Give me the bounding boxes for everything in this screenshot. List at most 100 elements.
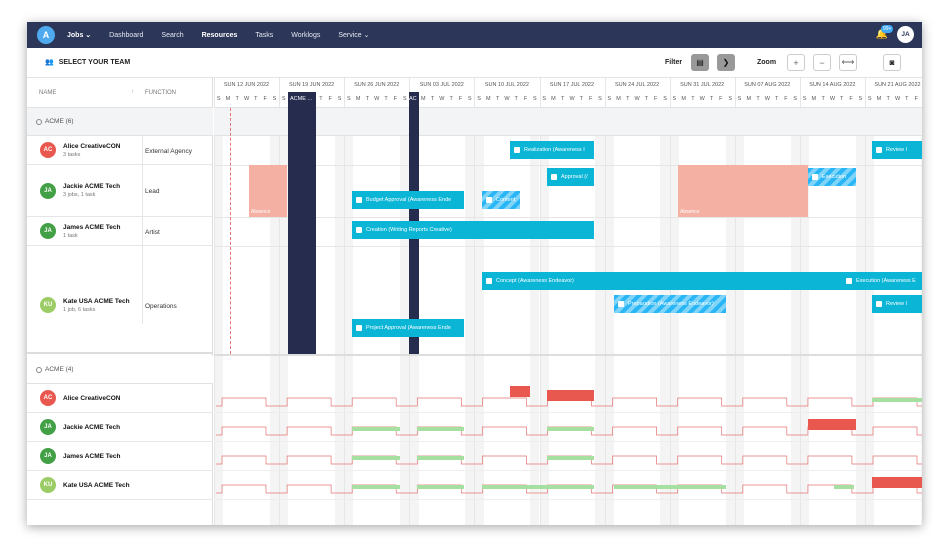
nav-worklogs[interactable]: Worklogs <box>291 31 321 39</box>
resource-function: External Agency <box>145 148 192 155</box>
task-icon <box>356 227 362 233</box>
collapse-icon[interactable] <box>36 366 42 373</box>
week-gridline <box>214 78 215 525</box>
day-letter: M <box>876 96 882 102</box>
capacity-chart: 24h24h24h24h <box>216 386 922 494</box>
contact-card-button[interactable]: ◙ <box>883 54 901 71</box>
capacity-row[interactable]: AC Alice CreativeCON <box>27 384 213 413</box>
task-bar[interactable]: Preparation (Awareness Endeavor) <box>614 295 726 313</box>
notification-bell-icon[interactable]: 🔔 99+ <box>875 24 894 40</box>
task-label: Preparation (Awareness Endeavor) <box>628 301 714 307</box>
weekend-column <box>279 108 289 525</box>
capacity-chart-row <box>214 384 922 413</box>
capacity-row[interactable]: JA James ACME Tech <box>27 442 213 471</box>
acme-job-label: ACME ... <box>290 96 313 102</box>
task-label: Review I <box>886 147 908 153</box>
day-letter: M <box>811 96 817 102</box>
task-label: Creation (Writing Reports Creative) <box>366 227 452 233</box>
resource-summary: 3 tasks <box>63 152 81 158</box>
day-letter: T <box>644 96 649 102</box>
day-letter: T <box>905 96 909 102</box>
day-letter: S <box>793 96 798 102</box>
day-letter: F <box>393 96 398 102</box>
task-bar[interactable]: Approval (/ <box>547 168 594 186</box>
task-bar[interactable]: Execution (Awareness E <box>842 272 922 290</box>
weekend-column <box>725 108 735 525</box>
weekend-column <box>920 108 922 525</box>
capacity-block <box>352 456 400 460</box>
task-bar[interactable]: Concept (Awareness Endeavor) <box>482 272 842 290</box>
day-letter: T <box>579 96 584 102</box>
group-label: ACME (4) <box>45 366 74 373</box>
day-letter: T <box>840 96 844 102</box>
day-letter: S <box>867 96 872 102</box>
day-letter: S <box>737 96 742 102</box>
task-bar[interactable]: Execution <box>808 168 856 186</box>
team-select[interactable]: 👥 SELECT YOUR TEAM <box>45 58 130 67</box>
task-bar[interactable]: Content <box>482 191 520 209</box>
task-bar[interactable]: Creation (Writing Reports Creative) <box>352 221 594 239</box>
weekend-column <box>214 108 224 525</box>
weekend-column <box>595 108 605 525</box>
zoom-fit-button[interactable]: ⟷ <box>839 54 857 71</box>
collapse-icon[interactable] <box>36 118 42 125</box>
task-bar[interactable]: Realization (Awareness I <box>510 141 594 159</box>
task-bar[interactable]: Budget Approval (Awareness Ende <box>352 191 464 209</box>
nav-jobs[interactable]: Jobs ⌄ <box>67 32 92 39</box>
absence-block[interactable]: Absence <box>249 165 287 217</box>
function-column-header[interactable]: FUNCTION <box>145 90 176 96</box>
weekend-column <box>790 108 800 525</box>
today-marker <box>230 108 231 354</box>
task-label: Concept (Awareness Endeavor) <box>496 278 574 284</box>
app-logo[interactable]: A <box>37 26 55 44</box>
day-letter: F <box>719 96 723 102</box>
day-letter: T <box>626 96 630 102</box>
resource-name: James ACME Tech <box>63 224 121 231</box>
nav-tasks[interactable]: Tasks <box>255 31 274 39</box>
nav-service[interactable]: Service ⌄ <box>338 32 370 39</box>
day-letter: F <box>914 96 918 102</box>
capacity-block <box>482 485 594 489</box>
day-letter: S <box>281 96 286 102</box>
capacity-block <box>834 485 854 489</box>
resource-row[interactable]: KU Kate USA ACME Tech 1 job, 6 tasks Ope… <box>27 246 213 354</box>
task-bar[interactable]: Project Approval (Awareness Ende <box>352 319 464 337</box>
capacity-row[interactable]: KU Kate USA ACME Tech <box>27 471 213 500</box>
absence-block[interactable]: Absence <box>678 165 808 217</box>
day-letter: W <box>699 96 705 102</box>
day-letter: S <box>728 96 732 102</box>
task-icon <box>846 278 852 284</box>
resource-row[interactable]: AC Alice CreativeCON 3 tasks External Ag… <box>27 136 213 165</box>
user-avatar[interactable]: JA <box>897 26 914 43</box>
day-letter: M <box>355 96 361 102</box>
resource-row[interactable]: JA James ACME Tech 1 task Artist <box>27 217 213 246</box>
day-letter: M <box>420 96 426 102</box>
zoom-out-button[interactable]: − <box>813 54 831 71</box>
task-icon <box>618 301 624 307</box>
day-letter: M <box>486 96 491 102</box>
filter-list-button[interactable]: ▤ <box>691 54 709 71</box>
day-letter: T <box>495 96 500 102</box>
nav-search[interactable]: Search <box>161 31 184 39</box>
acme-job-block[interactable] <box>288 92 316 354</box>
timeline-grid[interactable]: SUN 12 JUN 2022 SUN 19 JUN 2022 SUN 26 JUN… <box>214 78 922 525</box>
week-label: SUN 24 JUL 2022 <box>615 82 660 88</box>
group-row-bottom[interactable]: ACME (4) <box>27 356 213 384</box>
sort-arrow-icon[interactable]: ↑ <box>131 89 134 95</box>
nav-dashboard[interactable]: Dashboard <box>109 31 144 39</box>
weekend-column <box>539 108 549 525</box>
capacity-block <box>547 456 594 460</box>
day-letter: M <box>551 96 556 102</box>
filter-next-button[interactable]: ❯ <box>717 54 735 71</box>
task-bar[interactable]: Review I <box>872 141 922 159</box>
group-row-top[interactable]: ACME (6) <box>27 108 213 136</box>
nav-resources[interactable]: Resources <box>201 31 238 39</box>
resource-row[interactable]: JA Jackie ACME Tech 3 jobs, 1 task Lead <box>27 165 213 217</box>
zoom-in-button[interactable]: + <box>787 54 805 71</box>
task-bar[interactable]: Review I <box>872 295 922 313</box>
name-column-header[interactable]: NAME <box>39 90 57 96</box>
capacity-row[interactable]: JA Jackie ACME Tech <box>27 413 213 442</box>
resource-name: Alice CreativeCON <box>63 395 121 402</box>
clipboard-icon: ▤ <box>696 58 704 67</box>
capacity-block <box>808 419 856 430</box>
